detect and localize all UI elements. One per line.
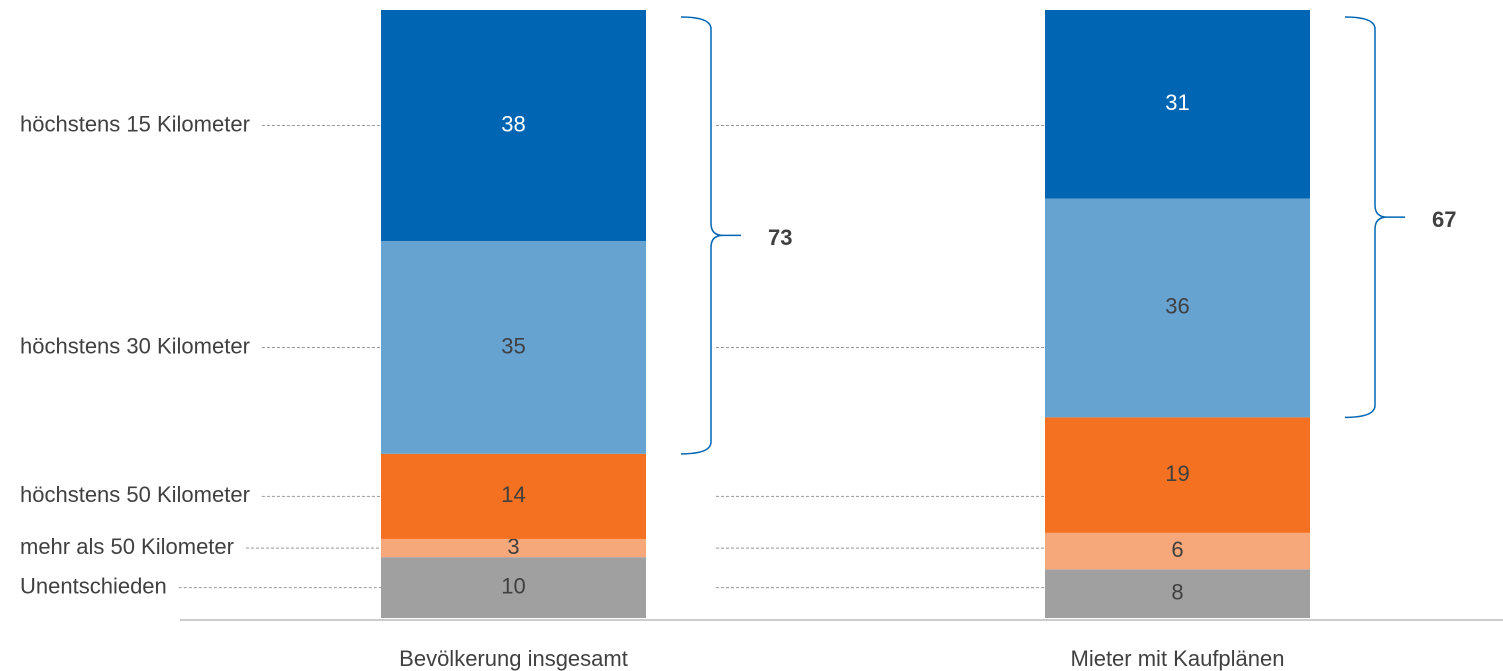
legend-label: mehr als 50 Kilometer: [20, 534, 234, 559]
brace-total: 67: [1432, 207, 1456, 232]
x-tick-label: Mieter mit Kaufplänen: [1071, 646, 1285, 671]
value-label: 19: [1165, 461, 1189, 486]
bar-segment: [381, 241, 646, 454]
bar-segment: [381, 10, 646, 242]
brace-total: 73: [768, 225, 792, 250]
bar-segment: [381, 557, 646, 618]
value-label: 3: [507, 534, 519, 559]
brace: [1344, 16, 1388, 419]
bar-segment: [381, 453, 646, 539]
brace: [680, 16, 724, 455]
value-label: 6: [1171, 537, 1183, 562]
bar-segment: [1045, 10, 1310, 199]
legend-label: höchstens 15 Kilometer: [20, 111, 250, 136]
value-label: 10: [501, 573, 525, 598]
legend-label: höchstens 50 Kilometer: [20, 482, 250, 507]
value-label: 14: [501, 482, 525, 507]
legend-label: höchstens 30 Kilometer: [20, 333, 250, 358]
bar-segment: [1045, 198, 1310, 418]
bar-segment: [1045, 569, 1310, 618]
value-label: 31: [1165, 90, 1189, 115]
bar-segment: [381, 538, 646, 558]
value-label: 36: [1165, 294, 1189, 319]
value-label: 38: [501, 111, 525, 136]
value-label: 8: [1171, 579, 1183, 604]
bar-segment: [1045, 532, 1310, 570]
bar-segment: [1045, 417, 1310, 533]
value-label: 35: [501, 333, 525, 358]
legend-label: Unentschieden: [20, 573, 167, 598]
x-tick-label: Bevölkerung insgesamt: [399, 646, 628, 671]
